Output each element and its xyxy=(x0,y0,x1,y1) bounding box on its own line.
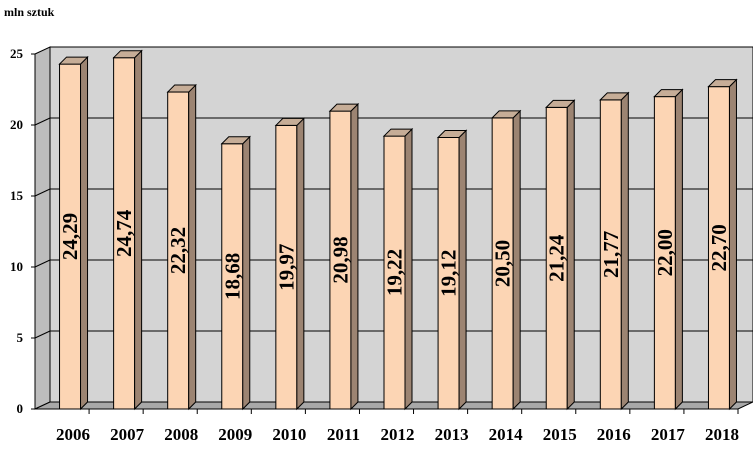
gridline-side xyxy=(34,330,51,339)
x-tick-label: 2015 xyxy=(543,425,577,444)
bar xyxy=(382,127,414,411)
bar xyxy=(166,83,197,411)
data-label: 20,50 xyxy=(491,240,515,287)
x-tick-label: 2010 xyxy=(272,425,306,444)
x-tick-label: 2018 xyxy=(705,425,739,444)
data-label: 21,24 xyxy=(545,234,569,282)
data-label: 19,22 xyxy=(383,249,407,296)
bar xyxy=(112,49,143,411)
x-axis-ticks: 2006 2007 2008 2009 2010 2011 2012 2013 2014 2015… xyxy=(56,409,739,444)
bar xyxy=(653,88,684,411)
plot-side-wall xyxy=(34,46,51,410)
bar xyxy=(545,99,576,411)
data-label: 24,29 xyxy=(58,213,82,260)
gridline-side xyxy=(34,259,51,268)
data-labels: 24,29 24,74 22,32 18,68 19,97 20,98 19,22 19,12… xyxy=(58,209,731,300)
y-tick-label: 25 xyxy=(10,46,24,61)
gridline-side xyxy=(34,117,51,126)
bar-top xyxy=(653,89,684,98)
bar xyxy=(599,91,630,411)
y-tick-label: 15 xyxy=(10,188,24,203)
data-label: 22,70 xyxy=(707,224,731,271)
x-tick-label: 2013 xyxy=(435,425,469,444)
data-label: 24,74 xyxy=(112,209,136,257)
data-label: 19,12 xyxy=(437,250,461,297)
bar-top xyxy=(166,84,197,93)
bar xyxy=(436,129,468,411)
bar xyxy=(490,109,522,411)
bar xyxy=(220,135,251,411)
bar xyxy=(328,102,360,411)
bar-top xyxy=(382,128,414,137)
data-label: 22,00 xyxy=(653,229,677,276)
bar-top xyxy=(220,136,251,145)
y-tick-label: 0 xyxy=(17,401,24,416)
x-tick-label: 2007 xyxy=(110,425,145,444)
data-label: 21,77 xyxy=(599,231,623,278)
data-label: 22,32 xyxy=(166,227,190,274)
x-tick-label: 2008 xyxy=(164,425,198,444)
y-tick-label: 20 xyxy=(10,117,23,132)
bar xyxy=(58,55,89,411)
bar-top xyxy=(545,99,576,108)
y-tick-label: 10 xyxy=(10,259,23,274)
bar-top xyxy=(58,56,89,65)
bar-top xyxy=(707,79,738,88)
data-label: 18,68 xyxy=(220,253,244,300)
bar-top xyxy=(112,50,143,59)
y-tick-label: 5 xyxy=(17,330,24,345)
bar-top xyxy=(599,92,630,101)
bar xyxy=(707,78,738,411)
y-axis-unit-label: mln sztuk xyxy=(4,5,55,19)
bar-top xyxy=(490,110,522,119)
data-label: 20,98 xyxy=(328,236,352,283)
bar xyxy=(274,117,306,411)
x-tick-label: 2009 xyxy=(218,425,252,444)
x-tick-label: 2012 xyxy=(381,425,415,444)
x-tick-label: 2006 xyxy=(56,425,90,444)
bars xyxy=(58,49,738,411)
data-label: 19,97 xyxy=(274,244,298,291)
bar-top xyxy=(274,117,306,126)
x-tick-label: 2014 xyxy=(489,425,524,444)
bar-top xyxy=(328,103,360,112)
gridline-side xyxy=(34,188,51,197)
x-tick-label: 2011 xyxy=(327,425,360,444)
bar-top xyxy=(436,129,468,138)
y-axis-ticks: 0 5 10 15 20 25 xyxy=(10,46,35,416)
x-tick-label: 2017 xyxy=(651,425,686,444)
x-tick-label: 2016 xyxy=(597,425,631,444)
